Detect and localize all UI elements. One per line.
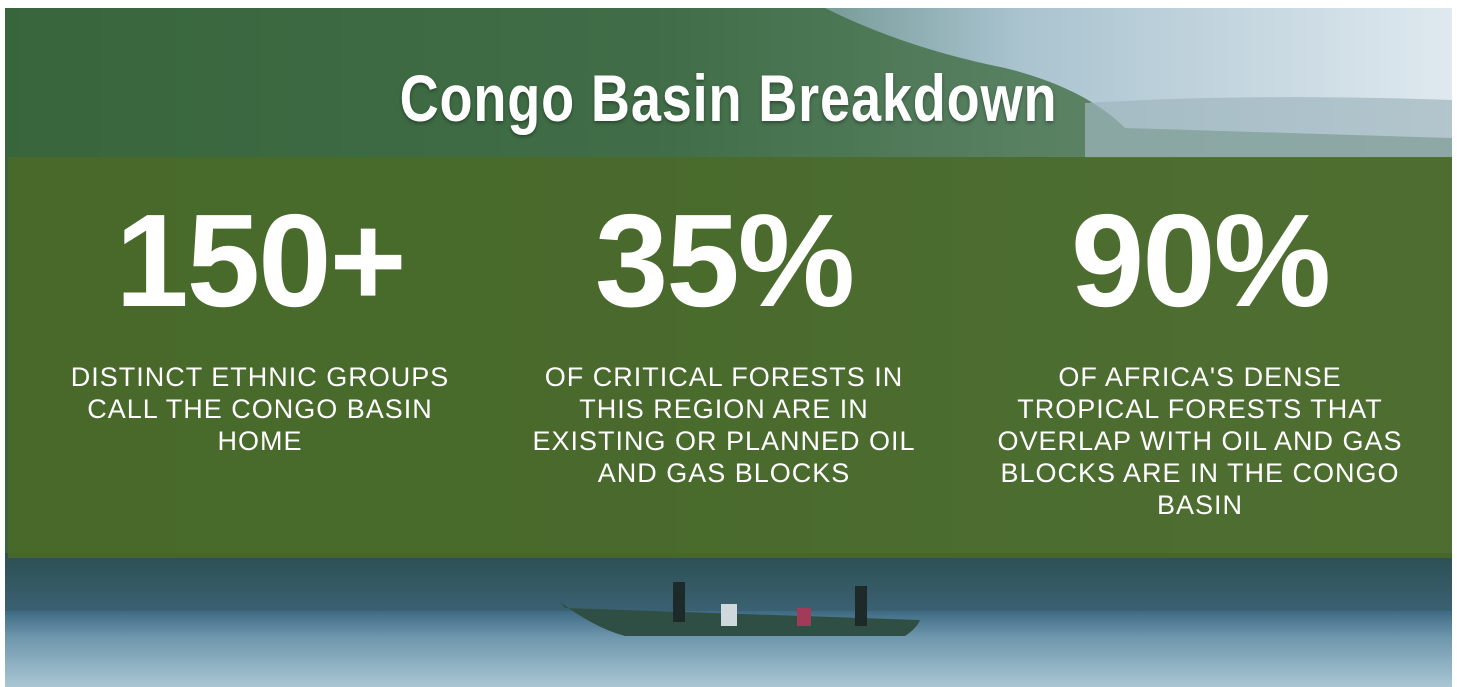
stat: 150+ DISTINCT ETHNIC GROUPS CALL THE CON… [50,157,470,457]
stats-panel: 150+ DISTINCT ETHNIC GROUPS CALL THE CON… [8,157,1452,558]
stat-description: OF AFRICA'S DENSE TROPICAL FORESTS THAT … [990,361,1410,521]
stat-value: 90% [990,195,1410,327]
stat-value: 150+ [50,195,470,327]
title: Congo Basin Breakdown [135,60,1322,136]
stat-value: 35% [514,195,934,327]
page: {"header": {"title": "Congo Basin Breakd… [0,0,1457,687]
stat-description: DISTINCT ETHNIC GROUPS CALL THE CONGO BA… [50,361,470,457]
stat-description: OF CRITICAL FORESTS IN THIS REGION ARE I… [514,361,934,489]
stat: 35% OF CRITICAL FORESTS IN THIS REGION A… [514,157,934,489]
infographic: Congo Basin Breakdown 150+ DISTINCT ETHN… [5,8,1452,687]
stat: 90% OF AFRICA'S DENSE TROPICAL FORESTS T… [990,157,1410,521]
